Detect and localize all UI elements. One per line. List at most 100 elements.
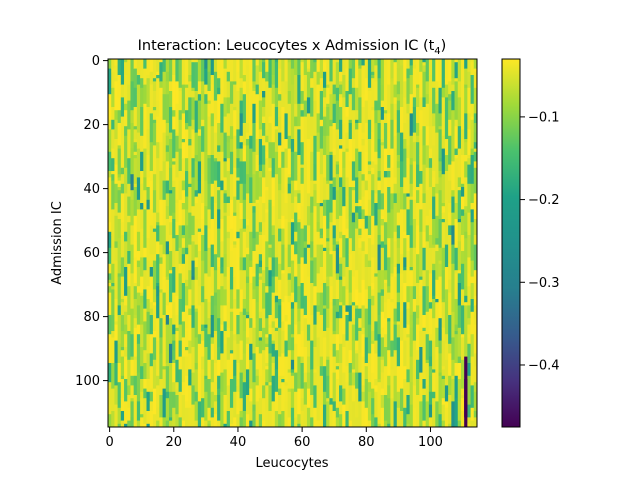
heatmap-cell xyxy=(387,321,391,351)
heatmap-cell xyxy=(133,155,138,159)
heatmap-cell xyxy=(374,273,378,277)
heatmap-cell xyxy=(358,308,362,319)
heatmap-cell xyxy=(393,119,398,137)
heatmap-cell xyxy=(432,87,436,114)
heatmap-cell xyxy=(364,308,369,338)
heatmap-cell xyxy=(281,151,285,169)
heatmap-cell xyxy=(130,375,135,386)
heatmap-cell xyxy=(111,107,115,121)
heatmap-cell xyxy=(342,286,346,306)
heatmap-cell xyxy=(133,286,138,300)
heatmap-cell xyxy=(316,366,321,373)
heatmap-cell xyxy=(133,126,138,130)
heatmap-cell xyxy=(156,71,160,76)
heatmap-cell xyxy=(345,59,350,69)
heatmap-cell xyxy=(188,369,192,386)
heatmap-cell xyxy=(464,206,468,213)
heatmap-cell xyxy=(342,97,346,108)
heatmap-cell xyxy=(470,356,475,386)
heatmap-cell xyxy=(210,196,215,220)
heatmap-cell xyxy=(355,129,359,149)
heatmap-cell xyxy=(351,110,356,130)
heatmap-cell xyxy=(255,369,260,377)
heatmap-cell xyxy=(108,68,112,95)
heatmap-cell xyxy=(185,254,189,261)
heatmap-cell xyxy=(409,94,414,114)
heatmap-cell xyxy=(152,81,157,92)
heatmap-cell xyxy=(326,327,330,357)
heatmap-cell xyxy=(390,324,394,341)
heatmap-cell xyxy=(136,343,141,373)
heatmap-cell xyxy=(117,123,122,146)
heatmap-cell xyxy=(136,107,141,133)
heatmap-cell xyxy=(297,193,301,204)
heatmap-cell xyxy=(172,292,176,303)
heatmap-cell xyxy=(191,276,196,281)
heatmap-cell xyxy=(284,295,289,316)
heatmap-cell xyxy=(258,139,263,165)
heatmap-cell xyxy=(473,68,478,73)
heatmap-cell xyxy=(403,139,407,149)
heatmap-cell xyxy=(185,247,189,255)
heatmap-cell xyxy=(348,270,353,293)
heatmap-cell xyxy=(335,100,340,124)
heatmap-cell xyxy=(278,116,282,133)
heatmap-cell xyxy=(416,203,420,226)
heatmap-cell xyxy=(355,270,359,287)
heatmap-cell xyxy=(432,372,436,393)
heatmap-cell xyxy=(467,71,471,76)
heatmap-cell xyxy=(146,129,151,156)
heatmap-cell xyxy=(390,148,394,169)
heatmap-cell xyxy=(297,263,301,287)
heatmap-cell xyxy=(374,65,378,82)
heatmap-cell xyxy=(425,385,430,402)
heatmap-cell xyxy=(444,385,449,402)
heatmap-cell xyxy=(441,369,446,377)
heatmap-cell xyxy=(380,107,385,121)
heatmap-cell xyxy=(233,107,237,111)
heatmap-cell xyxy=(335,247,340,274)
heatmap-cell xyxy=(181,84,186,114)
heatmap-cell xyxy=(332,331,337,335)
heatmap-cell xyxy=(335,241,340,245)
heatmap-cell xyxy=(124,379,128,402)
heatmap-cell xyxy=(162,337,167,367)
heatmap-cell xyxy=(396,110,401,133)
heatmap-cell xyxy=(181,334,186,338)
heatmap-cell xyxy=(300,411,305,415)
heatmap-cell xyxy=(265,187,269,191)
heatmap-cell xyxy=(342,123,346,153)
heatmap-cell xyxy=(351,180,356,188)
heatmap-cell xyxy=(194,308,199,313)
heatmap-cell xyxy=(393,148,398,178)
heatmap-cell xyxy=(287,244,292,268)
heatmap-cell xyxy=(367,366,372,383)
heatmap-cell xyxy=(313,347,317,370)
heatmap-cell xyxy=(319,315,324,329)
heatmap-cell xyxy=(191,129,196,159)
heatmap-cell xyxy=(406,164,411,178)
heatmap-cell xyxy=(181,190,186,204)
heatmap-cell xyxy=(367,299,372,325)
heatmap-cell xyxy=(188,212,192,239)
heatmap-cell xyxy=(460,411,465,428)
heatmap-cell xyxy=(188,244,192,271)
heatmap-cell xyxy=(303,247,308,265)
heatmap-cell xyxy=(326,199,330,229)
heatmap-cell xyxy=(172,164,176,181)
heatmap-cell xyxy=(120,167,125,175)
heatmap-cell xyxy=(178,273,183,300)
heatmap-cell xyxy=(438,126,443,130)
heatmap-cell xyxy=(428,337,433,341)
heatmap-cell xyxy=(236,59,240,73)
heatmap-cell xyxy=(274,126,279,130)
heatmap-cell xyxy=(319,59,324,79)
heatmap-cell xyxy=(220,180,224,191)
heatmap-cell xyxy=(403,407,407,428)
heatmap-cell xyxy=(111,180,115,210)
heatmap-cell xyxy=(393,350,398,354)
heatmap-cell xyxy=(332,299,337,306)
heatmap-cell xyxy=(136,59,141,76)
heatmap-cell xyxy=(226,231,231,239)
